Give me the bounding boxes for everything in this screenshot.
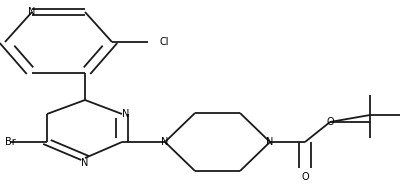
Text: N: N <box>266 137 273 147</box>
Text: Cl: Cl <box>160 37 169 47</box>
Text: O: O <box>301 172 308 182</box>
Text: N: N <box>161 137 168 147</box>
Text: N: N <box>122 109 129 119</box>
Text: O: O <box>325 117 333 127</box>
Text: Br: Br <box>5 137 16 147</box>
Text: N: N <box>28 7 36 17</box>
Text: N: N <box>81 158 88 168</box>
